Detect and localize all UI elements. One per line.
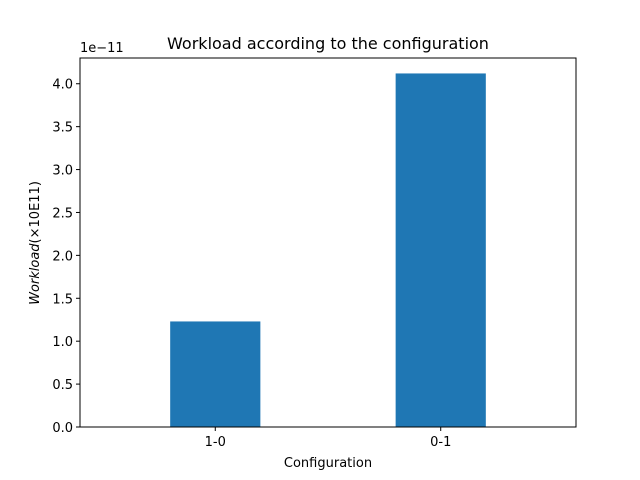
y-axis-label-suffix: (×10E11) — [28, 181, 43, 243]
x-axis-label: Configuration — [284, 456, 372, 471]
y-tick-label: 0.0 — [52, 421, 73, 436]
y-tick-label: 3.0 — [52, 164, 73, 179]
y-tick-label: 2.5 — [52, 206, 73, 221]
offset-text: 1e−11 — [80, 41, 124, 56]
y-tick-label: 4.0 — [52, 78, 73, 93]
y-tick-label: 3.5 — [52, 121, 73, 136]
y-axis-ticks: 0.0 0.5 1.0 1.5 2.0 2.5 3.0 3.5 4.0 — [52, 78, 80, 436]
x-tick-label: 0-1 — [430, 435, 451, 450]
y-axis-label: Workload(×10E11) — [28, 181, 43, 305]
bar-1-0 — [170, 321, 261, 427]
plot-frame — [79, 57, 577, 428]
x-tick-label: 1-0 — [205, 435, 226, 450]
x-axis-ticks: 1-0 0-1 — [205, 427, 451, 450]
chart-title: Workload according to the configuration — [167, 34, 489, 53]
bars-group — [170, 73, 486, 428]
bar-0-1 — [395, 73, 486, 428]
y-tick-label: 2.0 — [52, 249, 73, 264]
y-tick-label: 0.5 — [52, 378, 73, 393]
y-axis-label-italic: Workload — [28, 243, 43, 305]
y-tick-label: 1.5 — [52, 292, 73, 307]
y-tick-label: 1.0 — [52, 335, 73, 350]
